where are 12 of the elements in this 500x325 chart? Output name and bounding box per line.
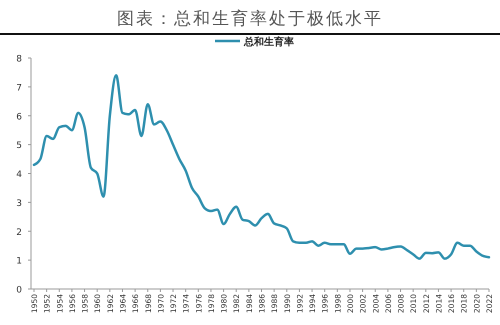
line-series (32, 74, 490, 260)
y-tick-label: 1 (16, 256, 22, 267)
y-tick-label: 6 (16, 112, 22, 122)
y-tick-label: 5 (16, 141, 22, 152)
y-tick-label: 3 (16, 198, 22, 209)
y-tick-label: 8 (16, 54, 22, 64)
y-tick-label: 7 (16, 83, 22, 94)
y-tick-label: 2 (16, 228, 22, 238)
legend-label: 总和生育率 (243, 36, 294, 48)
y-tick-label: 4 (16, 170, 22, 180)
y-tick-label: 0 (16, 286, 22, 296)
chart-title: 图表：总和生育率处于极低水平 (117, 9, 383, 29)
